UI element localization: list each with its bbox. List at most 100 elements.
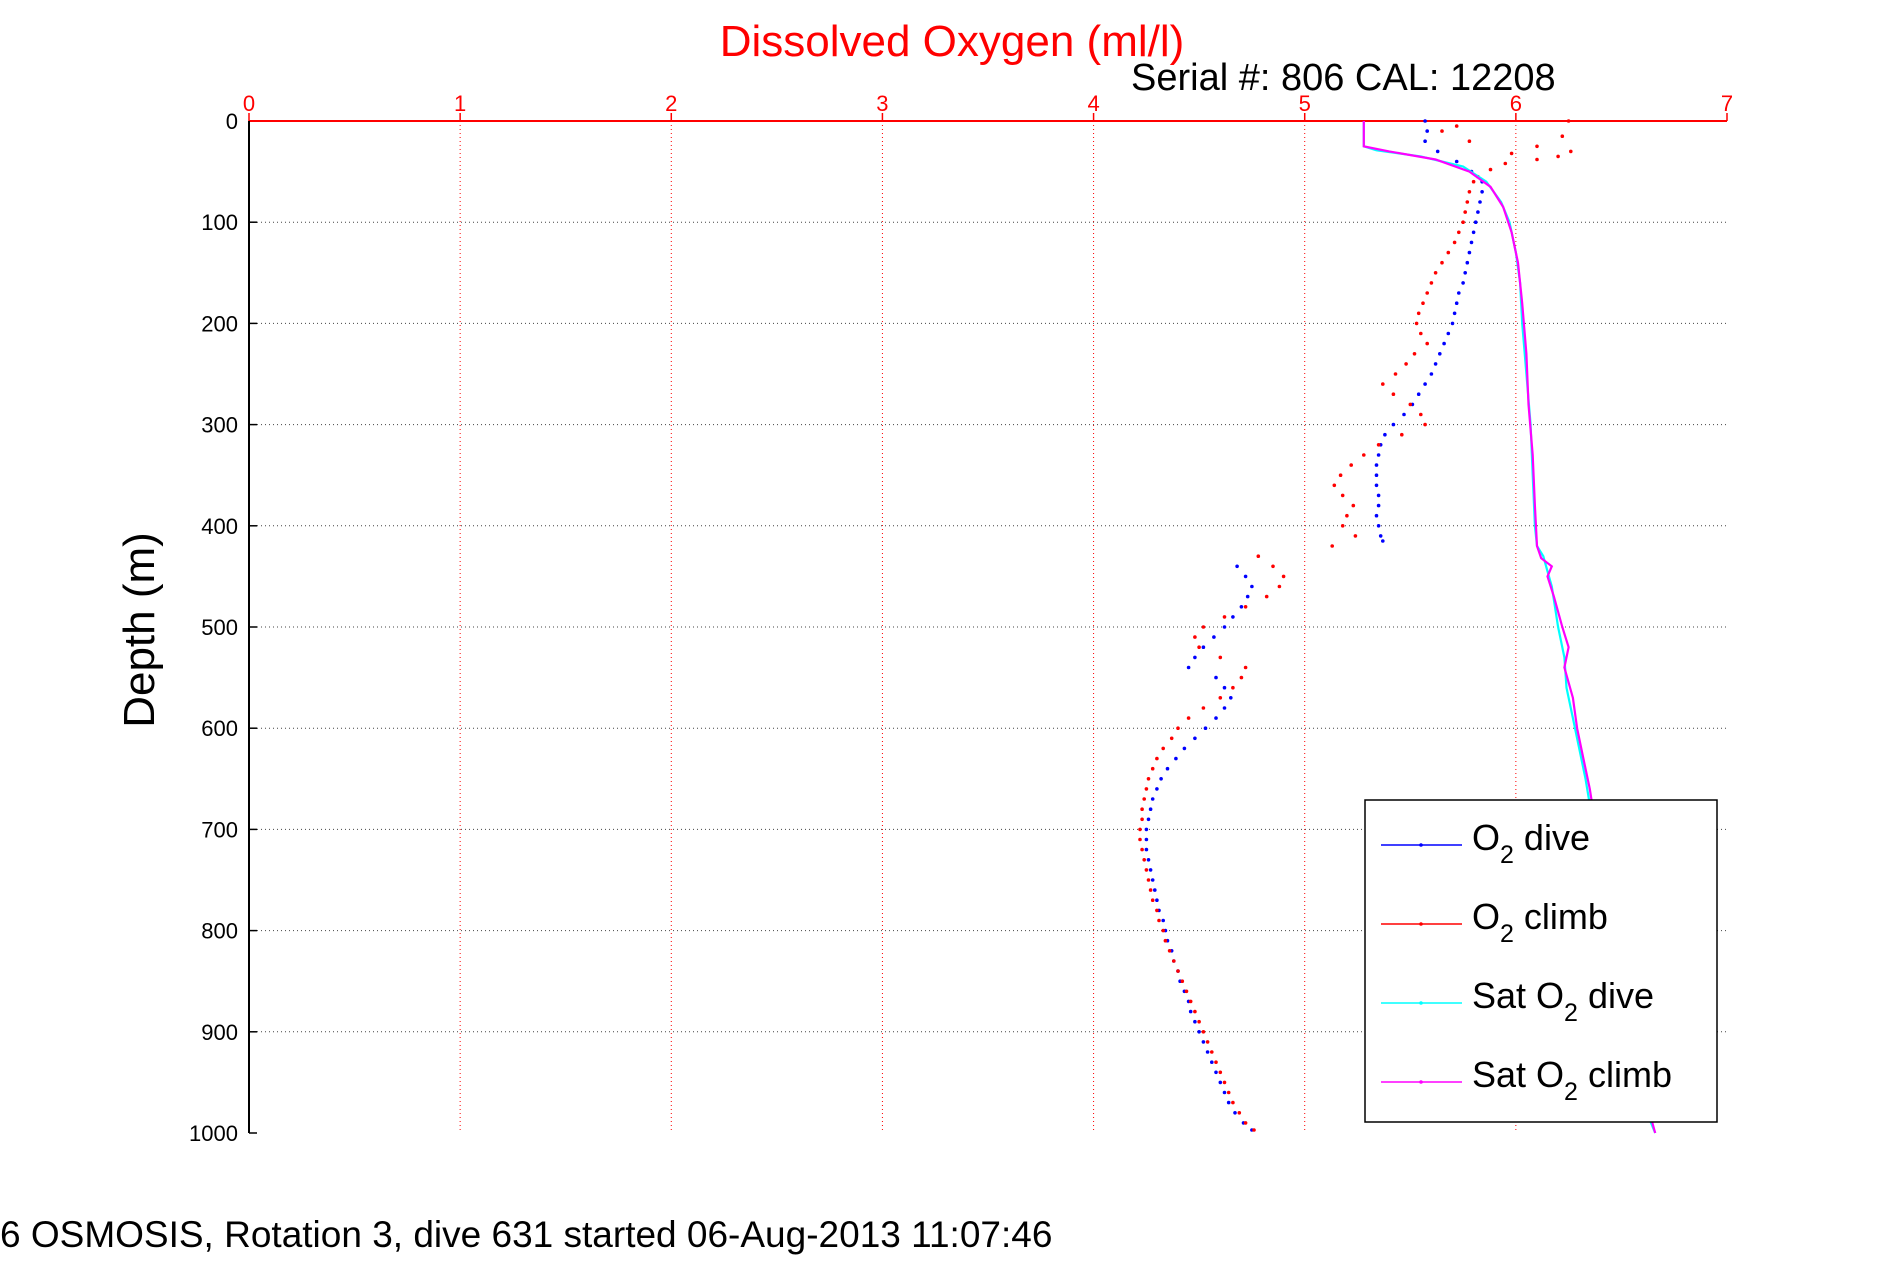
data-point-1-81: [1144, 868, 1149, 872]
data-point-1-35: [1408, 402, 1413, 407]
data-point-1-22: [1433, 271, 1438, 275]
y-tick-label-100: 100: [201, 210, 238, 235]
data-point-1-64: [1218, 696, 1223, 700]
data-point-0-10: [1473, 220, 1478, 224]
data-point-1-84: [1150, 898, 1155, 902]
y-tick-label-400: 400: [201, 514, 238, 539]
legend-label-rest-0: dive: [1514, 817, 1590, 858]
data-point-0-93: [1214, 1070, 1218, 1075]
data-point-1-92: [1180, 979, 1185, 983]
legend-marker-3: [1419, 1080, 1423, 1084]
data-point-0-56: [1229, 696, 1233, 700]
data-point-0-63: [1165, 766, 1170, 771]
data-point-0-88: [1193, 1019, 1197, 1024]
data-point-1-91: [1176, 969, 1180, 973]
legend-label-main-1: O: [1472, 896, 1500, 937]
x-tick-label-6: 6: [1510, 91, 1522, 116]
data-point-0-95: [1222, 1090, 1227, 1095]
data-point-1-28: [1419, 331, 1423, 336]
data-point-1-42: [1338, 473, 1343, 478]
data-point-0-38: [1376, 503, 1381, 508]
legend-marker-1: [1419, 922, 1423, 926]
data-point-1-106: [1243, 1121, 1248, 1125]
data-point-1-90: [1172, 959, 1176, 963]
data-point-0-50: [1212, 635, 1216, 639]
data-point-1-39: [1376, 443, 1381, 447]
data-point-1-82: [1146, 878, 1151, 882]
data-point-0-20: [1450, 321, 1455, 326]
data-point-0-91: [1205, 1050, 1210, 1054]
legend-label-1: O2 climb: [1472, 896, 1608, 948]
y-tick-label-300: 300: [201, 413, 238, 438]
data-point-1-100: [1214, 1060, 1218, 1064]
data-point-0-13: [1467, 250, 1472, 255]
y-tick-label-0: 0: [226, 109, 238, 134]
data-point-0-69: [1144, 827, 1149, 832]
data-point-0-61: [1182, 746, 1187, 751]
data-point-1-27: [1414, 321, 1419, 326]
data-point-0-78: [1161, 918, 1165, 923]
data-point-0-47: [1239, 605, 1244, 609]
data-point-0-34: [1374, 463, 1379, 467]
data-point-1-3: [1560, 134, 1565, 138]
data-point-1-70: [1155, 756, 1159, 761]
data-point-0-41: [1378, 534, 1383, 538]
data-point-1-47: [1340, 524, 1345, 528]
data-point-0-16: [1461, 281, 1465, 285]
data-point-1-19: [1452, 240, 1457, 245]
data-point-0-31: [1383, 432, 1387, 437]
data-point-0-51: [1201, 645, 1206, 649]
data-point-1-95: [1193, 1009, 1197, 1014]
y-tick-label-800: 800: [201, 919, 238, 944]
data-point-0-96: [1226, 1100, 1231, 1105]
data-point-1-60: [1218, 655, 1223, 660]
data-point-0-24: [1433, 362, 1438, 366]
data-point-0-0: [1423, 119, 1427, 123]
data-point-1-72: [1146, 777, 1151, 781]
y-tick-label-200: 200: [201, 311, 238, 336]
data-point-0-9: [1476, 210, 1480, 214]
data-point-1-58: [1193, 635, 1197, 639]
data-point-0-62: [1174, 756, 1178, 761]
data-point-0-59: [1203, 726, 1208, 730]
data-point-1-21: [1440, 260, 1444, 265]
x-tick-label-0: 0: [243, 91, 255, 116]
data-point-1-79: [1140, 847, 1144, 852]
legend-marker-0: [1419, 843, 1423, 847]
data-point-0-21: [1446, 331, 1451, 336]
data-point-0-23: [1438, 352, 1442, 356]
data-point-1-78: [1138, 837, 1142, 842]
data-point-0-52: [1193, 655, 1197, 660]
legend-marker-2: [1419, 1001, 1423, 1005]
legend-label-rest-3: climb: [1578, 1054, 1672, 1095]
data-point-1-89: [1167, 949, 1172, 953]
data-point-0-49: [1222, 625, 1227, 629]
legend-label-2: Sat O2 dive: [1472, 975, 1654, 1027]
data-point-1-98: [1205, 1040, 1210, 1044]
data-point-1-49: [1330, 544, 1334, 548]
data-point-1-80: [1142, 858, 1146, 862]
data-point-1-9: [1535, 157, 1539, 162]
data-point-1-93: [1184, 989, 1189, 994]
data-point-1-8: [1556, 154, 1560, 159]
x-tick-label-1: 1: [454, 91, 466, 116]
data-point-0-64: [1159, 777, 1163, 781]
legend-label-main-3: Sat O: [1472, 1054, 1564, 1095]
data-point-0-25: [1429, 372, 1434, 376]
data-point-0-46: [1245, 594, 1250, 599]
data-point-0-65: [1155, 787, 1159, 791]
data-point-0-35: [1374, 473, 1379, 478]
data-point-1-76: [1140, 817, 1144, 822]
data-point-0-45: [1250, 584, 1254, 589]
data-point-0-44: [1243, 574, 1248, 579]
data-point-1-10: [1503, 161, 1508, 166]
data-point-0-58: [1214, 716, 1218, 720]
data-point-1-34: [1391, 392, 1396, 397]
legend-box: [1364, 799, 1718, 1123]
data-point-0-40: [1376, 524, 1381, 528]
data-point-0-1: [1425, 129, 1429, 133]
data-point-1-26: [1416, 311, 1421, 316]
data-point-1-15: [1465, 200, 1470, 204]
